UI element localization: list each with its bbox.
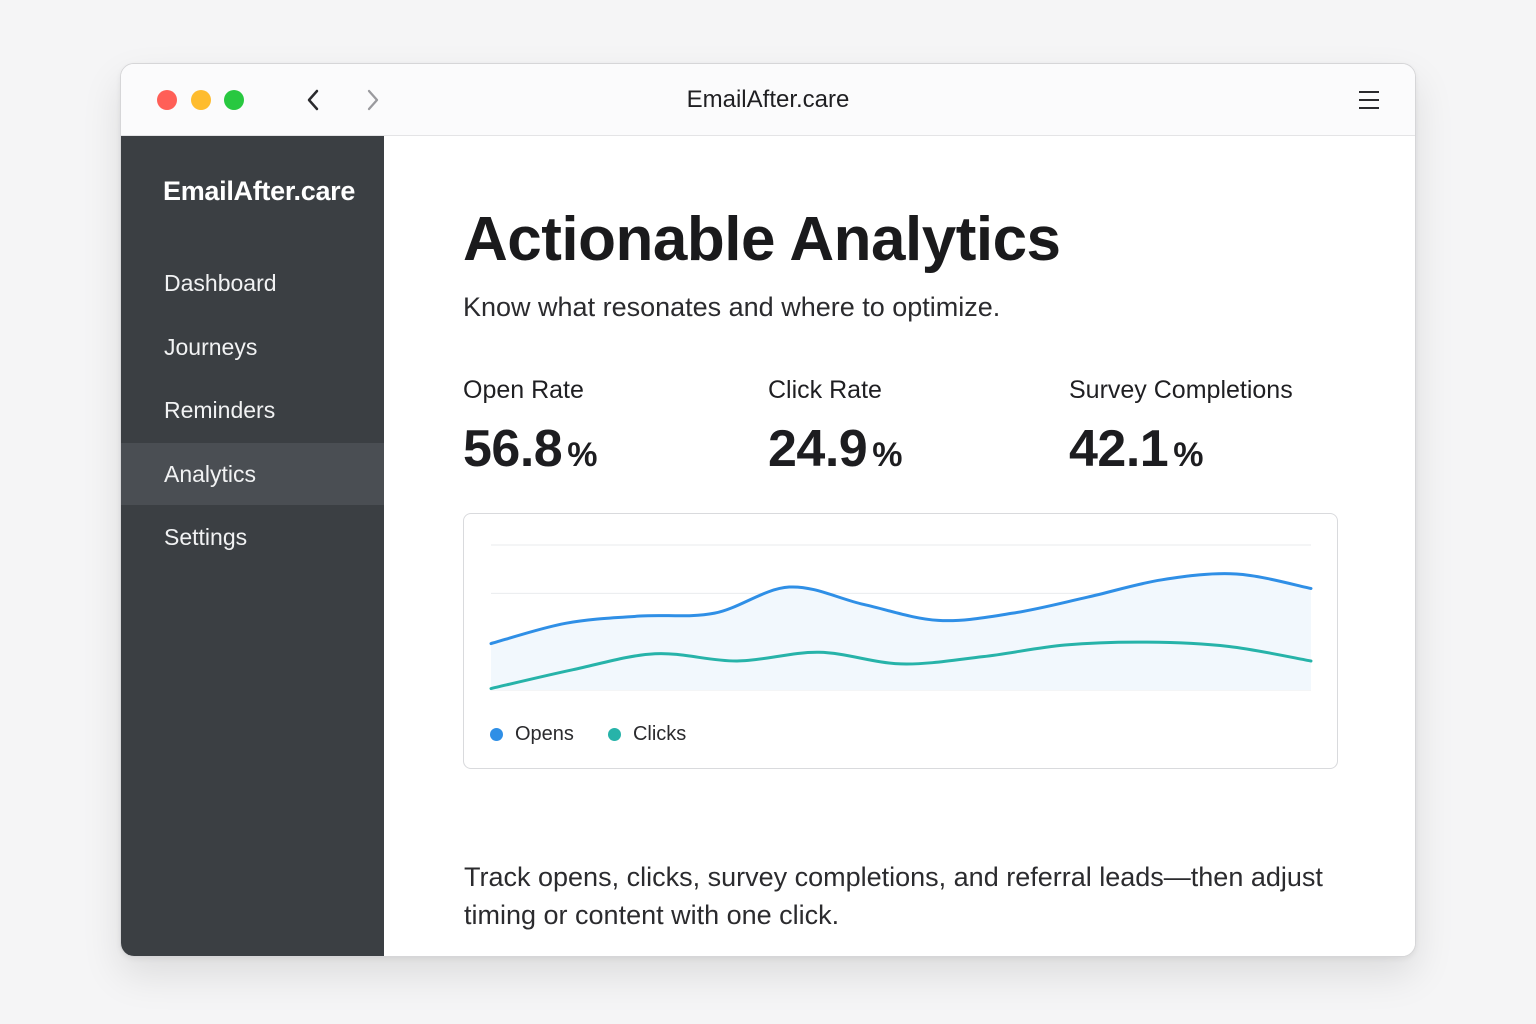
legend-label: Clicks (632, 723, 687, 745)
opens-legend-dot (490, 728, 503, 741)
metric-open-rate: Open Rate 56.8% (463, 376, 597, 479)
menu-button[interactable] (1357, 88, 1381, 112)
metric-value: 56.8 (463, 420, 563, 478)
sidebar-item-settings[interactable]: Settings (164, 524, 248, 550)
page-subtitle: Know what resonates and where to optimiz… (463, 292, 1001, 322)
series-line-clicks[interactable] (489, 640, 1313, 691)
opens-area-fill (491, 573, 1311, 690)
series-line-opens[interactable] (489, 572, 1313, 646)
title-bar: EmailAfter.care (121, 64, 1415, 136)
line-chart (489, 544, 1313, 691)
browser-window: EmailAfter.care EmailAfter.care Dashboar… (120, 63, 1416, 957)
metric-click-rate: Click Rate 24.9% (768, 376, 902, 479)
sidebar-item-journeys[interactable]: Journeys (164, 334, 258, 360)
metric-unit: % (1173, 436, 1204, 474)
sidebar-item-reminders[interactable]: Reminders (164, 397, 276, 423)
metric-label: Click Rate (768, 376, 882, 404)
chart-legend: Opens Clicks (490, 723, 720, 746)
back-button[interactable] (299, 86, 327, 114)
metric-label: Open Rate (463, 376, 584, 404)
close-window-button[interactable] (157, 90, 177, 110)
brand-logo[interactable]: EmailAfter.care (163, 176, 356, 206)
description-text: Track opens, clicks, survey completions,… (464, 862, 1323, 930)
maximize-window-button[interactable] (224, 90, 244, 110)
metric-value: 42.1 (1069, 420, 1169, 478)
metric-unit: % (567, 436, 598, 474)
analytics-chart-card: Opens Clicks (463, 513, 1338, 769)
legend-item-clicks[interactable]: Clicks (607, 723, 687, 746)
minimize-window-button[interactable] (191, 90, 211, 110)
main-content: Actionable Analytics Know what resonates… (384, 136, 1415, 956)
forward-button[interactable] (359, 86, 387, 114)
metric-unit: % (872, 436, 903, 474)
metric-value: 24.9 (768, 420, 868, 478)
sidebar: EmailAfter.care Dashboard Journeys Remin… (121, 136, 384, 956)
menu-icon (1359, 91, 1379, 109)
legend-label: Opens (515, 723, 574, 745)
sidebar-item-analytics[interactable]: Analytics (121, 443, 384, 505)
page-title: Actionable Analytics (463, 205, 1061, 274)
metric-label: Survey Completions (1069, 376, 1293, 404)
chevron-right-icon (367, 89, 379, 111)
metric-survey-completions: Survey Completions 42.1% (1069, 376, 1293, 479)
legend-item-opens[interactable]: Opens (490, 723, 574, 746)
chevron-left-icon (307, 89, 319, 111)
clicks-legend-dot (607, 728, 621, 741)
sidebar-item-dashboard[interactable]: Dashboard (164, 270, 277, 296)
